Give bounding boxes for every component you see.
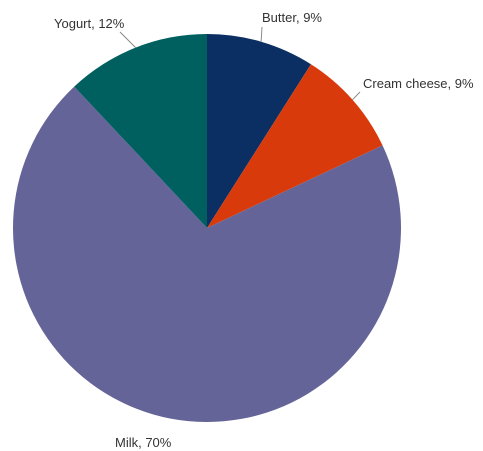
slice-label-yogurt: Yogurt, 12% <box>54 16 125 31</box>
slice-label-cream-cheese: Cream cheese, 9% <box>363 76 474 91</box>
leader-lines <box>119 26 361 101</box>
pie-slice-butter <box>207 34 311 228</box>
slice-label-milk: Milk, 70% <box>115 435 172 450</box>
slice-labels: Butter, 9% Cream cheese, 9% Milk, 70% Yogur… <box>54 10 474 450</box>
leader-line-yogurt <box>119 31 136 48</box>
pie-slices <box>12 34 401 423</box>
leader-line-butter <box>260 26 263 42</box>
pie-slice-milk <box>12 86 401 423</box>
leader-line-cream-cheese <box>352 91 361 101</box>
pie-slice-yogurt <box>74 34 207 228</box>
slice-label-butter: Butter, 9% <box>262 10 322 25</box>
pie-slice-cream-cheese <box>207 64 383 229</box>
